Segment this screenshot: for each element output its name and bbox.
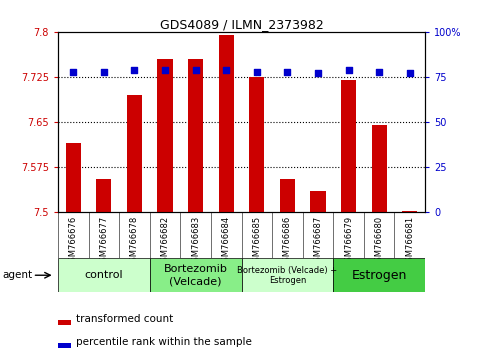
Bar [371,125,387,212]
Point [130,67,138,73]
Point [345,67,353,73]
Bar [127,95,142,212]
Text: GSM766684: GSM766684 [222,216,231,267]
Bar [96,179,112,212]
Title: GDS4089 / ILMN_2373982: GDS4089 / ILMN_2373982 [159,18,324,31]
Text: GSM766683: GSM766683 [191,216,200,267]
Text: Bortezomib
(Velcade): Bortezomib (Velcade) [164,264,227,286]
Text: Bortezomib (Velcade) +
Estrogen: Bortezomib (Velcade) + Estrogen [237,266,338,285]
Bar [249,77,265,212]
Bar [66,143,81,212]
Bar [150,258,242,292]
Point [222,67,230,73]
Bar [157,59,173,212]
Point [70,69,77,74]
Text: GSM766677: GSM766677 [99,216,108,267]
Text: GSM766682: GSM766682 [160,216,170,267]
Bar [242,258,333,292]
Point [192,67,199,73]
Point [100,69,108,74]
Point [375,69,383,74]
Text: percentile rank within the sample: percentile rank within the sample [75,337,252,347]
Text: GSM766676: GSM766676 [69,216,78,267]
Bar [58,320,71,325]
Bar [280,179,295,212]
Point [284,69,291,74]
Text: GSM766686: GSM766686 [283,216,292,267]
Text: agent: agent [2,270,32,280]
Text: GSM766687: GSM766687 [313,216,323,267]
Bar [188,59,203,212]
Bar [402,211,417,212]
Text: transformed count: transformed count [75,314,173,324]
Bar [341,80,356,212]
Text: GSM766680: GSM766680 [375,216,384,267]
Text: GSM766681: GSM766681 [405,216,414,267]
Bar [311,192,326,212]
Point [314,70,322,76]
Point [253,69,261,74]
Point [161,67,169,73]
Bar [58,343,71,348]
Bar [219,35,234,212]
Bar [58,258,150,292]
Text: GSM766679: GSM766679 [344,216,353,267]
Text: GSM766685: GSM766685 [252,216,261,267]
Text: Estrogen: Estrogen [352,269,407,282]
Text: GSM766678: GSM766678 [130,216,139,267]
Point [406,70,413,76]
Bar [333,258,425,292]
Text: control: control [85,270,123,280]
